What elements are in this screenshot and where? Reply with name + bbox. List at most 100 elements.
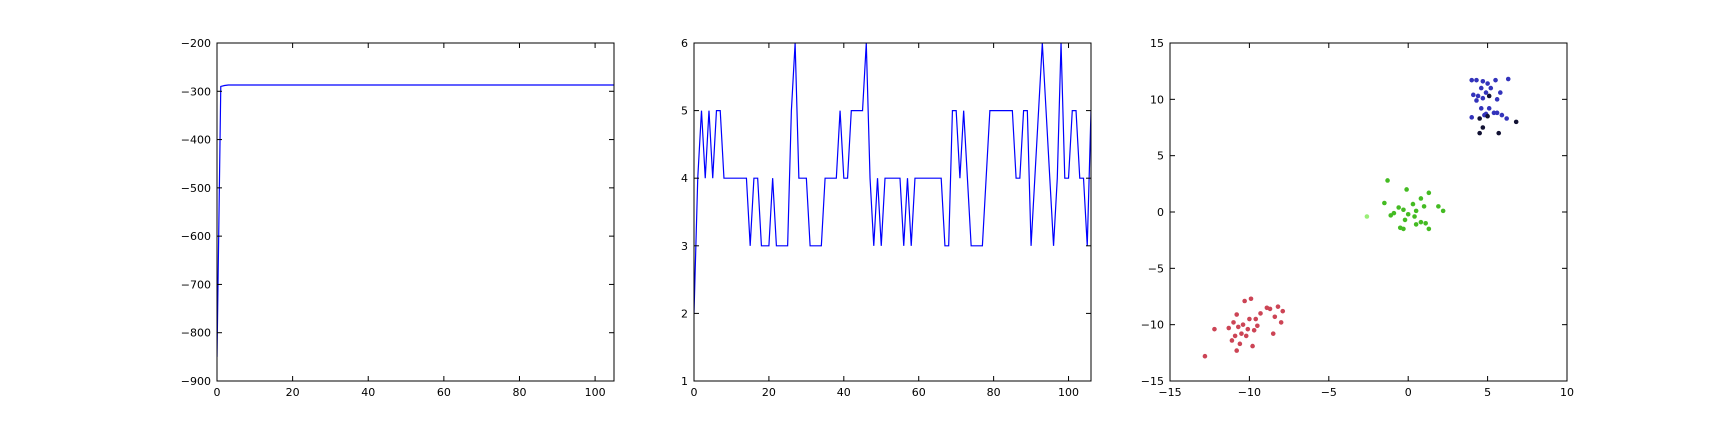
y-tick-label: 5	[681, 105, 688, 118]
scatter-point	[1235, 324, 1241, 330]
scatter-point	[1229, 338, 1235, 343]
scatter-point	[1475, 93, 1481, 99]
y-tick-label: −400	[181, 134, 211, 147]
y-tick-label: −500	[181, 182, 211, 195]
x-tick-label: 100	[1058, 386, 1079, 399]
axes-frame	[216, 42, 615, 382]
x-tick-label: 80	[512, 386, 526, 399]
scatter-point	[1234, 312, 1239, 317]
scatter-point	[1488, 85, 1494, 91]
y-tick-label: −800	[181, 327, 211, 340]
scatter-point	[1491, 110, 1497, 116]
scatter-point	[1474, 77, 1479, 83]
plot-area	[217, 84, 614, 357]
scatter-point	[1253, 316, 1259, 322]
x-tick-label: 0	[691, 386, 698, 399]
x-tick-label: 5	[1484, 386, 1491, 399]
scatter-point	[1242, 298, 1247, 304]
scatter-point	[1405, 211, 1411, 217]
x-tick-label: −15	[1158, 386, 1181, 399]
scatter-point	[1421, 204, 1427, 209]
scatter-point	[1469, 77, 1475, 83]
scatter-point	[1485, 113, 1490, 119]
series-line	[217, 84, 614, 357]
scatter-point	[1401, 207, 1406, 213]
x-tick-label: 40	[361, 386, 375, 399]
scatter-point	[1496, 130, 1502, 136]
scatter-point	[1391, 210, 1397, 216]
x-tick-label: 0	[214, 386, 221, 399]
scatter-point	[1396, 205, 1401, 210]
scatter-point	[1251, 328, 1257, 333]
scatter-point	[1272, 314, 1278, 320]
chart-panel-scatter-clusters: −15 −10 −5 0 5 10 −15 −10 −5 0 5 10 15	[1141, 37, 1574, 399]
scatter-point	[1440, 208, 1446, 214]
plot-area	[694, 43, 1091, 314]
scatter-point	[1402, 217, 1408, 223]
scatter-point	[1477, 130, 1482, 136]
axes-frame	[1169, 42, 1568, 382]
y-tick-label: 3	[681, 240, 688, 253]
scatter-point	[1388, 213, 1394, 218]
scatter-point	[1504, 116, 1509, 121]
scatter-point	[1270, 331, 1276, 336]
x-tick-label: 60	[912, 386, 926, 399]
scatter-point	[1478, 85, 1484, 91]
scatter-point	[1486, 106, 1492, 111]
scatter-point	[1243, 333, 1249, 339]
y-tick-label: 5	[1157, 150, 1164, 163]
scatter-point	[1499, 112, 1505, 118]
scatter-point	[1418, 219, 1424, 225]
scatter-point	[1247, 316, 1252, 322]
x-tick-label: 100	[585, 386, 606, 399]
scatter-point	[1234, 348, 1239, 353]
scatter-point	[1382, 200, 1387, 206]
scatter-point	[1480, 79, 1486, 84]
scatter-point	[1240, 322, 1246, 327]
scatter-point	[1477, 116, 1482, 121]
scatter-point	[1385, 178, 1390, 183]
scatter-point	[1364, 214, 1370, 219]
scatter-point	[1423, 220, 1428, 226]
scatter-point	[1505, 76, 1511, 82]
chart-panel-cluster-count: 0 20 40 60 80 100 1 2 3 4 5 6	[681, 37, 1092, 399]
y-tick-label: −600	[181, 230, 211, 243]
y-tick-label: 10	[1150, 93, 1164, 106]
x-tick-label: −10	[1238, 386, 1261, 399]
x-tick-label: 20	[762, 386, 776, 399]
scatter-point	[1412, 214, 1417, 219]
scatter-point	[1413, 222, 1419, 227]
y-tick-label: 0	[1157, 206, 1164, 219]
scatter-point	[1239, 331, 1244, 336]
y-tick-label: 1	[681, 375, 688, 388]
axes-frame	[693, 42, 1092, 382]
x-tick-label: −5	[1321, 386, 1337, 399]
scatter-point	[1250, 343, 1255, 349]
scatter-point	[1418, 196, 1424, 201]
chart-panel-objective: 0 20 40 60 80 100 −900 −800 −700 −600 −500 −400 −300…	[181, 37, 615, 399]
scatter-point	[1483, 90, 1489, 95]
scatter-point	[1480, 95, 1486, 101]
scatter-point	[1493, 77, 1498, 83]
scatter-point	[1280, 308, 1286, 314]
scatter-point	[1410, 201, 1416, 207]
scatter-point	[1426, 226, 1432, 232]
scatter-point	[1258, 311, 1263, 316]
scatter-point	[1494, 97, 1500, 102]
scatter-point	[1278, 320, 1284, 325]
scatter-point	[1404, 187, 1409, 192]
scatter-point	[1469, 115, 1475, 120]
scatter-point	[1232, 333, 1238, 339]
y-tick-label: −15	[1141, 375, 1164, 388]
scatter-point	[1485, 81, 1490, 86]
x-tick-label: 60	[437, 386, 451, 399]
y-tick-label: 6	[681, 37, 688, 50]
y-tick-label: 4	[681, 172, 688, 185]
y-tick-label: −300	[181, 85, 211, 98]
scatter-point	[1248, 296, 1254, 302]
y-tick-label: −5	[1148, 262, 1164, 275]
scatter-point	[1202, 353, 1208, 359]
y-tick-label: −700	[181, 278, 211, 291]
y-tick-label: 2	[681, 307, 688, 320]
